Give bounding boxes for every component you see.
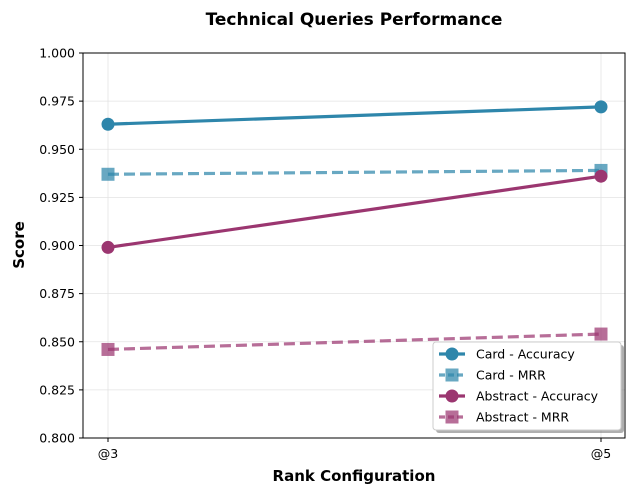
legend: Card - Accuracy Card - MRR Abstract - Accu… <box>432 341 624 433</box>
series-card-mrr <box>101 163 608 181</box>
series-layer <box>101 100 608 356</box>
legend-box <box>432 341 622 431</box>
y-tick-label: 0.975 <box>39 94 75 109</box>
series-abstract-mrr <box>101 327 608 356</box>
y-axis-label: Score <box>10 221 28 269</box>
series-line <box>107 105 602 126</box>
x-axis-label: Rank Configuration <box>273 467 436 485</box>
legend-entry: Card - MRR <box>439 368 546 383</box>
legend-label: Card - Accuracy <box>476 347 575 362</box>
data-point <box>594 327 608 341</box>
legend-label: Card - MRR <box>476 368 546 383</box>
data-point <box>101 342 115 356</box>
data-point <box>101 240 115 254</box>
chart-title: Technical Queries Performance <box>206 10 503 30</box>
series-abstract-accuracy <box>101 169 608 254</box>
legend-marker <box>445 410 459 424</box>
legend-label: Abstract - Accuracy <box>476 389 599 404</box>
legend-entry: Abstract - Accuracy <box>439 389 599 404</box>
y-tick-label: 0.825 <box>39 382 75 397</box>
data-point <box>101 167 115 181</box>
y-tick-label: 0.800 <box>39 431 75 446</box>
legend-entry: Card - Accuracy <box>439 347 575 362</box>
data-point <box>101 117 115 131</box>
data-point <box>594 169 608 183</box>
y-tick-label: 1.000 <box>39 46 75 61</box>
legend-marker <box>445 368 459 382</box>
y-tick-label: 0.875 <box>39 286 75 301</box>
axes: 0.800 0.825 0.850 0.875 0.900 0.925 0.950 0.975… <box>39 46 611 462</box>
y-tick-label: 0.850 <box>39 334 75 349</box>
series-line <box>107 174 602 250</box>
series-line <box>107 168 602 176</box>
y-tick-label: 0.950 <box>39 142 75 157</box>
x-tick-label: @3 <box>98 446 118 461</box>
series-card-accuracy <box>101 100 608 131</box>
legend-marker <box>445 389 459 403</box>
y-tick-label: 0.925 <box>39 190 75 205</box>
legend-label: Abstract - MRR <box>476 410 569 425</box>
legend-entry: Abstract - MRR <box>439 410 569 425</box>
data-point <box>594 100 608 114</box>
y-tick-label: 0.900 <box>39 238 75 253</box>
x-tick-label: @5 <box>591 446 611 461</box>
legend-marker <box>445 347 459 361</box>
series-line <box>107 332 602 352</box>
